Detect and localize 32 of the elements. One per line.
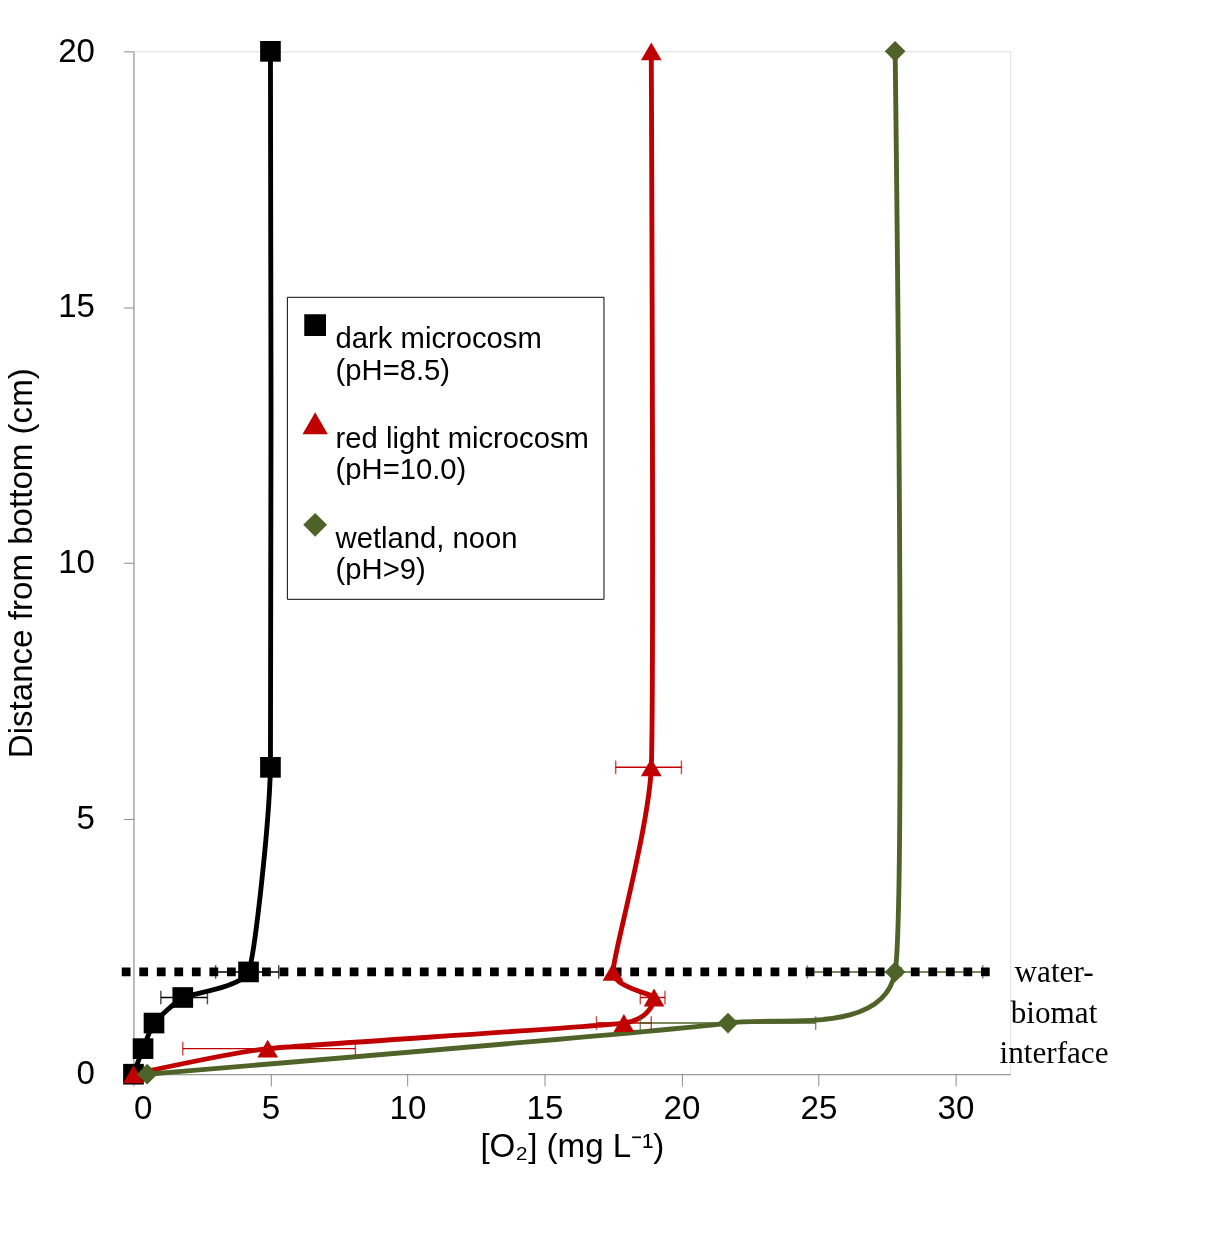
x-axis-title: [O₂] (mg L⁻¹): [480, 1127, 665, 1165]
y-tick-label: 5: [76, 798, 95, 836]
y-tick-label: 15: [58, 287, 95, 325]
x-tick-label: 5: [261, 1088, 281, 1126]
y-tick-label: 20: [58, 31, 95, 69]
point: [884, 41, 906, 62]
point: [640, 42, 662, 61]
point: [884, 961, 906, 983]
point: [172, 987, 194, 1008]
ref-line-label: water-biomat interface: [999, 953, 1109, 1071]
point: [260, 757, 281, 778]
y-axis-title: Distance from bottom (cm): [1, 368, 39, 759]
point: [643, 988, 665, 1007]
point: [602, 962, 624, 981]
x-tick-label: 15: [526, 1088, 564, 1126]
x-tick-label: 10: [389, 1088, 427, 1126]
x-tick-label: 30: [937, 1088, 975, 1126]
point: [238, 961, 259, 983]
legend-label: red light microcosm (pH=10.0): [335, 421, 589, 485]
point: [613, 1014, 635, 1033]
legend-label: dark microcosm (pH=8.5): [335, 322, 542, 386]
y-tick-label: 0: [76, 1054, 95, 1092]
x-tick-label: 20: [663, 1088, 701, 1126]
y-tick-label: 10: [58, 543, 95, 580]
point: [132, 1038, 154, 1059]
x-tick-label: 25: [800, 1088, 838, 1126]
point: [257, 1039, 279, 1058]
point: [143, 1012, 165, 1034]
legend-label: wetland, noon (pH>9): [334, 522, 518, 586]
point: [717, 1012, 739, 1034]
x-tick-label: 0: [133, 1088, 153, 1126]
point: [260, 41, 281, 62]
